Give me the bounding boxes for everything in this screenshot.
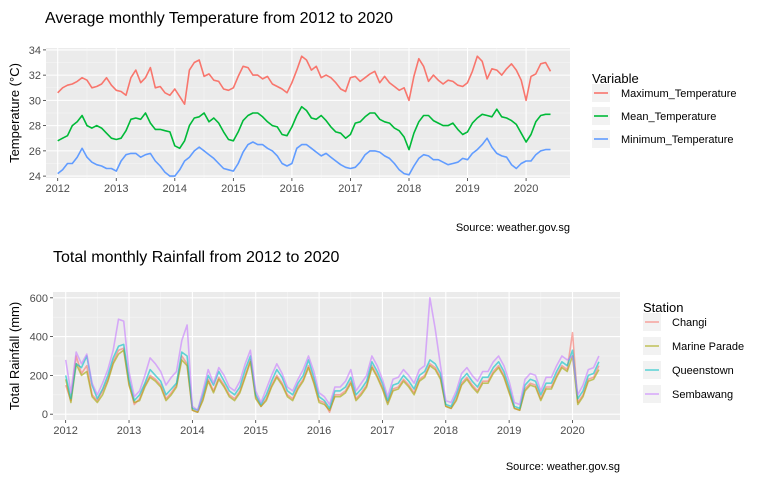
temperature-legend-label: Mean_Temperature [621, 111, 716, 123]
rainfall-x-tick-label: 2016 [307, 425, 331, 437]
rainfall-plot: 2012 2013 2014 2015 2016 2017 2018 2019 2020 0 200… [30, 292, 744, 437]
rainfall-legend-title: Station [643, 300, 683, 315]
temperature-series-line-maximum-temperature [57, 55, 552, 105]
temperature-y-tick-label: 26 [29, 146, 41, 158]
temperature-y-tick-label: 34 [29, 45, 41, 57]
rainfall-x-tick-label: 2015 [243, 425, 267, 437]
temperature-x-tick-label: 2018 [397, 183, 421, 195]
temperature-chart-title: Average monthly Temperature from 2012 to… [45, 10, 393, 27]
rainfall-series-line-queenstown [64, 343, 600, 412]
rainfall-y-tick-label: 0 [42, 409, 48, 421]
temperature-series-line-mean-temperature [57, 105, 551, 151]
temperature-x-tick-label: 2020 [514, 183, 538, 195]
rainfall-y-tick-label: 400 [30, 332, 48, 344]
rainfall-x-tick-label: 2014 [180, 425, 204, 437]
rainfall-x-tick-label: 2018 [434, 425, 458, 437]
temperature-plot: 2012 2013 2014 2015 2016 2017 2018 2019 2020 24 26… [29, 45, 737, 195]
rainfall-y-tick-label: 200 [30, 370, 48, 382]
temperature-x-tick-label: 2015 [221, 183, 245, 195]
temperature-legend-title: Variable [592, 71, 639, 86]
rainfall-x-tick-label: 2017 [370, 425, 394, 437]
temperature-legend-label: Minimum_Temperature [621, 134, 733, 146]
rainfall-series-line-sembawang [64, 296, 600, 412]
rainfall-x-tick-label: 2020 [560, 425, 584, 437]
temperature-y-axis-title: Temperature (°C) [7, 63, 22, 163]
rainfall-legend-label: Marine Parade [672, 341, 744, 353]
temperature-x-tick-label: 2013 [104, 183, 128, 195]
temperature-y-tick-label: 32 [29, 70, 41, 82]
temperature-x-tick-label: 2019 [455, 183, 479, 195]
temperature-caption: Source: weather.gov.sg [456, 222, 570, 234]
rainfall-x-tick-label: 2019 [497, 425, 521, 437]
rainfall-legend-label: Queenstown [672, 365, 734, 377]
temperature-series-line-minimum-temperature [57, 137, 551, 177]
rainfall-caption: Source: weather.gov.sg [506, 461, 620, 473]
rainfall-series-line-marine-parade [64, 349, 600, 414]
temperature-x-tick-label: 2014 [163, 183, 187, 195]
temperature-x-tick-label: 2017 [338, 183, 362, 195]
temperature-y-tick-label: 30 [29, 95, 41, 107]
rainfall-y-tick-label: 600 [30, 293, 48, 305]
rainfall-legend-label: Changi [672, 317, 707, 329]
rainfall-x-tick-label: 2012 [53, 425, 77, 437]
rainfall-y-axis-title: Total Rainfall (mm) [7, 302, 22, 410]
temperature-x-tick-label: 2016 [280, 183, 304, 195]
temperature-y-tick-label: 28 [29, 121, 41, 133]
rainfall-chart-title: Total monthly Rainfall from 2012 to 2020 [53, 249, 339, 266]
rainfall-legend-label: Sembawang [672, 389, 733, 401]
temperature-legend-label: Maximum_Temperature [621, 88, 737, 100]
temperature-x-tick-label: 2012 [45, 183, 69, 195]
temperature-y-tick-label: 24 [29, 171, 41, 183]
rainfall-x-tick-label: 2013 [117, 425, 141, 437]
